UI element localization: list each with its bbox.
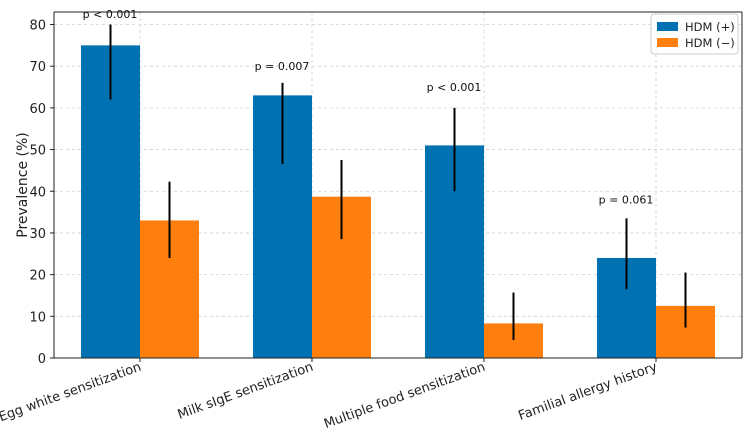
x-tick-label: Multiple food sensitization xyxy=(322,360,487,432)
p-value-annotation: p < 0.001 xyxy=(83,8,138,21)
y-tick-label: 0 xyxy=(38,352,46,367)
x-tick-label: Egg white sensitization xyxy=(0,360,143,426)
y-tick-label: 40 xyxy=(29,185,46,200)
p-value-annotation: p < 0.001 xyxy=(427,81,482,94)
y-tick-label: 60 xyxy=(29,102,46,117)
x-tick-label: Milk sIgE sensitization xyxy=(176,360,316,423)
legend-swatch xyxy=(657,38,678,47)
p-value-annotation: p = 0.007 xyxy=(255,60,310,73)
y-tick-label: 20 xyxy=(29,269,46,284)
x-tick-label: Familial allergy history xyxy=(517,360,660,424)
y-tick-label: 30 xyxy=(29,227,46,242)
y-tick-label: 50 xyxy=(29,144,46,159)
legend: HDM (+) HDM (−) xyxy=(650,13,739,55)
legend-label: HDM (+) xyxy=(685,20,735,34)
legend-label: HDM (−) xyxy=(685,36,735,50)
p-value-annotation: p = 0.061 xyxy=(599,194,654,207)
y-axis-title: Prevalence (%) xyxy=(15,132,31,238)
y-tick-label: 10 xyxy=(29,310,46,325)
significance-annotations: p < 0.001 p = 0.007 p < 0.001 p = 0.061 xyxy=(83,8,654,207)
y-tick-label: 70 xyxy=(29,60,46,75)
legend-swatch xyxy=(657,22,678,31)
error-bars xyxy=(109,24,687,341)
y-tick-label: 80 xyxy=(29,19,46,34)
